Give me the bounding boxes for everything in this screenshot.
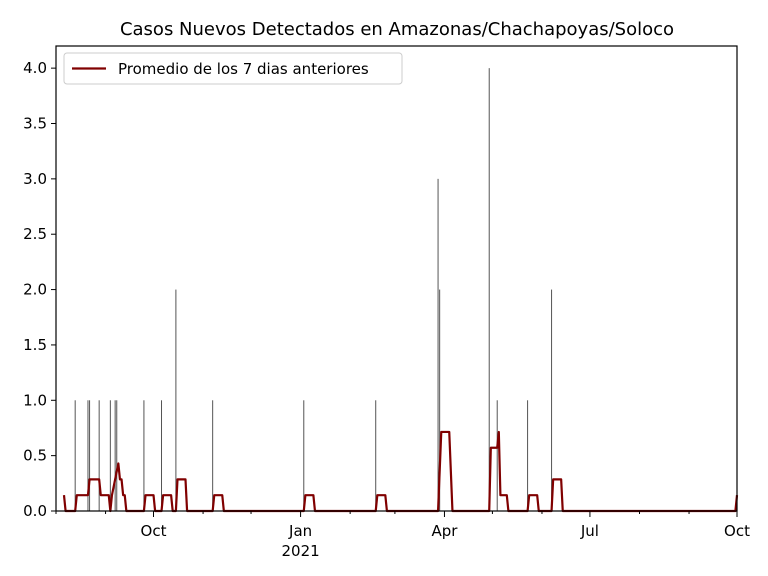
bar-16: [496, 400, 498, 511]
bar-14: [439, 289, 441, 511]
y-tick-label-3: 1.5: [23, 336, 47, 354]
x-axis: Oct Jan 2021 Apr Jul Oct: [55, 511, 750, 560]
legend: Promedio de los 7 dias anteriores: [63, 52, 403, 85]
bar-9: [175, 289, 177, 511]
bar-6: [116, 400, 118, 511]
y-tick-label-7: 3.5: [23, 115, 47, 133]
x-tick-sublabel-1: 2021: [281, 542, 319, 560]
chart-title: Casos Nuevos Detectados en Amazonas/Chac…: [120, 19, 674, 40]
bar-4: [109, 400, 111, 511]
bar-2: [89, 400, 91, 511]
y-tick-label-8: 4.0: [23, 59, 47, 77]
line-layer: [62, 430, 739, 513]
y-tick-label-5: 2.5: [23, 225, 47, 243]
x-tick-label-0: Oct: [141, 522, 167, 540]
bar-0: [74, 400, 76, 511]
y-axis: 0.0 0.5 1.0 1.5 2.0 2.5 3.0 3.5 4.0: [23, 59, 56, 520]
bar-3: [98, 400, 100, 511]
bar-12: [375, 400, 377, 511]
y-tick-label-4: 2.0: [23, 281, 47, 299]
x-tick-label-1: Jan: [288, 522, 312, 540]
legend-box: [63, 52, 403, 85]
x-tick-label-3: Jul: [580, 522, 599, 540]
x-tick-label-2: Apr: [431, 522, 458, 540]
bar-17: [527, 400, 529, 511]
bar-5: [114, 400, 116, 511]
legend-label: Promedio de los 7 dias anteriores: [118, 60, 369, 78]
bar-18: [551, 289, 553, 511]
y-tick-label-0: 0.0: [23, 502, 47, 520]
y-tick-label-2: 1.0: [23, 391, 47, 409]
plot-frame: [55, 45, 738, 512]
bar-8: [161, 400, 163, 511]
bars-group: [74, 68, 738, 512]
bar-1: [87, 400, 89, 511]
bar-11: [303, 400, 305, 511]
bar-13: [437, 178, 439, 512]
bar-7: [143, 400, 145, 511]
y-tick-label-6: 3.0: [23, 170, 47, 188]
x-tick-label-4: Oct: [724, 522, 750, 540]
y-tick-label-1: 0.5: [23, 447, 47, 465]
bar-15: [488, 68, 490, 511]
bar-10: [212, 400, 214, 511]
series-line-promedio: [62, 430, 739, 513]
